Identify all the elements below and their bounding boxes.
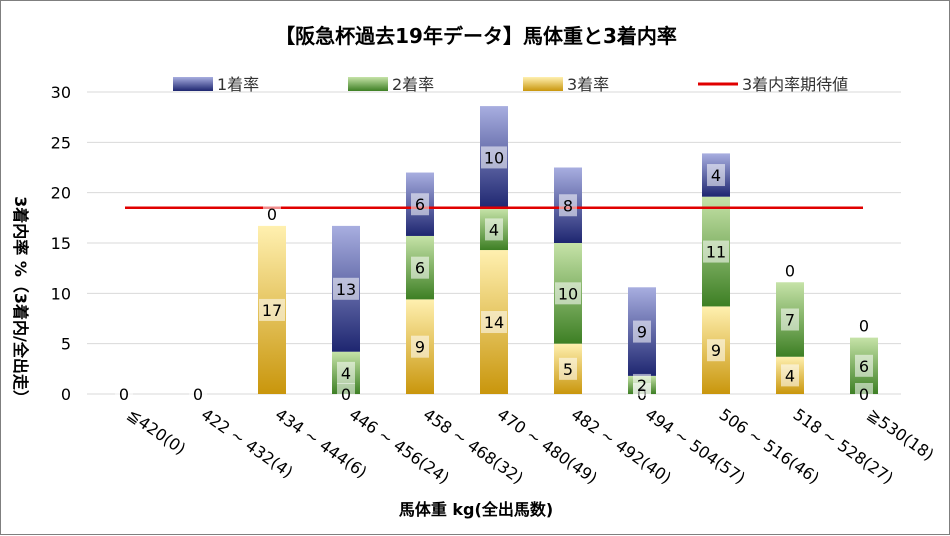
data-label: 9 (637, 323, 647, 342)
data-label: 5 (563, 360, 573, 379)
data-label: 13 (336, 280, 356, 299)
data-label: 8 (563, 196, 573, 215)
data-label-bg (411, 335, 429, 358)
data-label: 0 (859, 317, 869, 336)
legend-label-2: 2着率 (392, 75, 434, 94)
data-label-bg (115, 383, 133, 405)
data-label: 10 (484, 148, 504, 167)
data-label-bg (559, 357, 577, 380)
data-label-bg (633, 373, 651, 396)
data-label-bg (855, 383, 873, 405)
data-label-bg (411, 193, 429, 216)
data-label-bg (707, 164, 725, 187)
legend-swatch-2 (348, 77, 388, 91)
legend-swatch-3 (523, 77, 563, 91)
data-label: 0 (859, 385, 869, 404)
data-label: 0 (267, 205, 277, 224)
data-label: 9 (415, 338, 425, 357)
data-label: 9 (711, 341, 721, 360)
data-label-bg (337, 361, 355, 384)
data-label: 0 (785, 261, 795, 280)
data-label: 4 (785, 366, 795, 385)
data-label: 0 (341, 385, 351, 404)
data-label: 6 (415, 195, 425, 214)
data-label: 4 (341, 364, 351, 383)
data-label-bg (555, 282, 581, 305)
data-label-bg (781, 308, 799, 331)
data-label-bg (485, 218, 503, 241)
data-label-bg (703, 240, 729, 263)
data-label: 0 (193, 385, 203, 404)
legend-label-ref: 3着内率期待値 (742, 75, 848, 94)
data-label: 4 (489, 220, 499, 239)
y-tick-label: 25 (51, 133, 71, 152)
data-labels: 0017004139661441051080299114470060 (115, 146, 873, 405)
data-label-bg (855, 314, 873, 337)
data-label: 17 (262, 301, 282, 320)
x-axis-title: 馬体重 kg(全出馬数) (399, 500, 553, 519)
data-label: 0 (119, 385, 129, 404)
data-label-bg (707, 339, 725, 362)
y-tick-label: 10 (51, 284, 71, 303)
data-label: 6 (415, 259, 425, 278)
data-label: 11 (706, 243, 726, 262)
data-label: 6 (859, 357, 869, 376)
data-label-bg (411, 256, 429, 279)
legend-swatch-1 (173, 77, 213, 91)
chart-title: 【阪急杯過去19年データ】馬体重と3着内率 (275, 24, 677, 48)
y-tick-labels: 0 5 10 15 20 25 30 (51, 83, 71, 404)
y-tick-label: 30 (51, 83, 71, 102)
data-label-bg (855, 354, 873, 377)
data-label: 14 (484, 313, 504, 332)
legend: 1着率 2着率 3着率 3着内率期待値 (173, 75, 848, 94)
x-category-label: ≦420(0) (124, 405, 189, 459)
data-label: 4 (711, 166, 721, 185)
data-label: 7 (785, 311, 795, 330)
bars (258, 106, 878, 394)
y-tick-label: 20 (51, 184, 71, 203)
data-label: 2 (637, 376, 647, 395)
x-category-label: ≧530(18) (864, 405, 938, 465)
y-axis-title: 3着内率 %（3着内/全出走） (11, 196, 30, 406)
data-label-bg (481, 146, 507, 169)
data-label-bg (263, 202, 281, 225)
data-label-bg (333, 277, 359, 300)
legend-label-3: 3着率 (567, 75, 609, 94)
legend-label-1: 1着率 (217, 75, 259, 94)
x-category-labels: ≦420(0) 422 ~ 432(4)434 ~ 444(6)446 ~ 456… (124, 405, 938, 488)
data-label-bg (189, 383, 207, 405)
data-label-bg (633, 320, 651, 343)
data-label: 10 (558, 284, 578, 303)
y-tick-label: 5 (61, 335, 71, 354)
data-label-bg (259, 298, 285, 321)
data-label-bg (481, 311, 507, 334)
data-label-bg (781, 259, 799, 282)
data-label-bg (337, 383, 355, 405)
y-tick-label: 0 (61, 385, 71, 404)
data-label-bg (781, 364, 799, 387)
y-tick-label: 15 (51, 234, 71, 253)
data-label-bg (559, 194, 577, 217)
